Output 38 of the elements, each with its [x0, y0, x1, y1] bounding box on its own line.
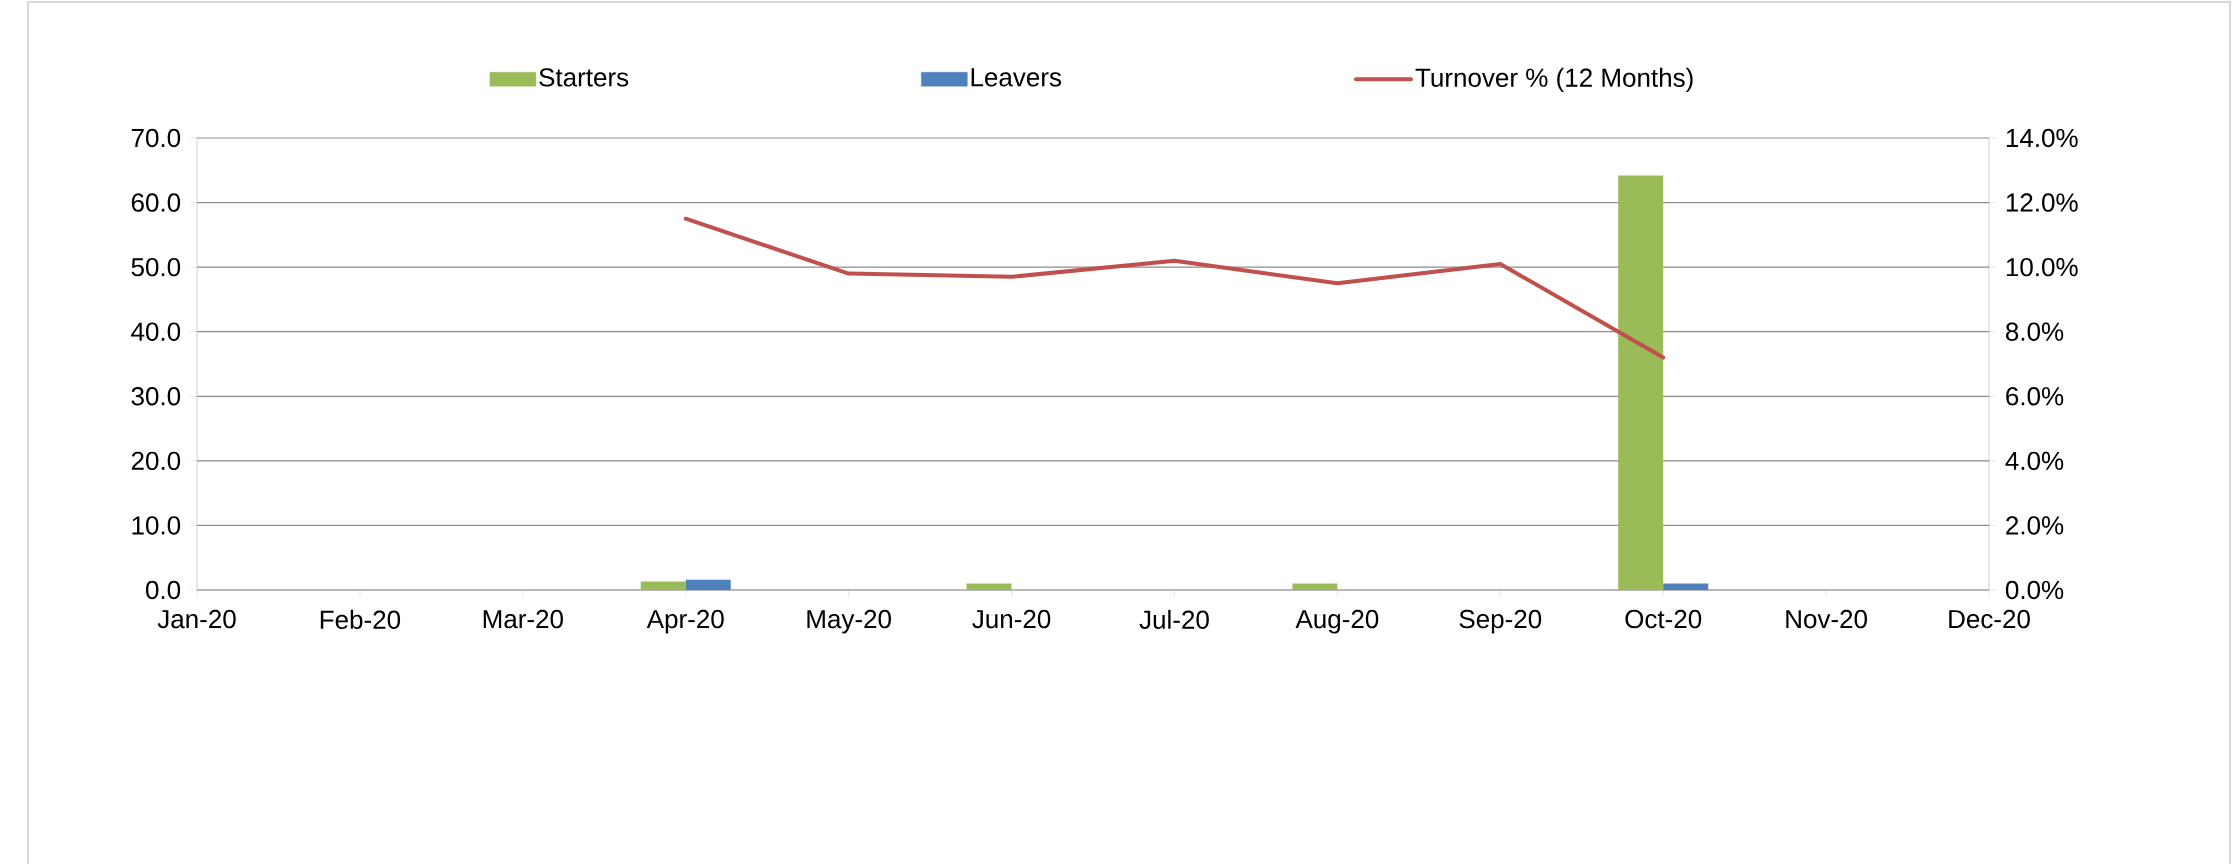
y2-tick-label: 12.0% [2006, 193, 2078, 212]
x-tick-label: Mar-20 [483, 609, 563, 629]
x-tick-label: Jan-20 [157, 609, 236, 629]
x-tick-label: Apr-20 [646, 609, 724, 634]
y-tick-label: 40.0 [131, 322, 181, 341]
x-tick-label: Sep-20 [1459, 609, 1542, 634]
y-tick-label: 20.0 [131, 451, 181, 471]
y2-tick-label: 6.0% [2006, 387, 2064, 406]
x-tick-label: Aug-20 [1295, 609, 1379, 634]
y2-tick-label: 10.0% [2006, 257, 2078, 277]
bar [640, 581, 686, 590]
bar [1663, 583, 1709, 590]
y2-tick-label: 0.0% [2005, 580, 2064, 600]
bar [1292, 583, 1338, 590]
x-tick-label: Jun-20 [972, 609, 1051, 629]
x-tick-label: Nov-20 [1786, 609, 1867, 629]
y2-tick-label: 2.0% [2006, 516, 2064, 535]
y-tick-label: 30.0 [131, 387, 181, 406]
line-series [683, 216, 1666, 360]
x-tick-label: Feb-20 [320, 609, 401, 629]
bar [685, 579, 731, 590]
y-tick-label: 0.0 [146, 580, 181, 600]
legend-label: Starters [539, 68, 629, 87]
x-tick-label: May-20 [807, 609, 891, 634]
x-tick-label: Dec-20 [1949, 609, 2030, 629]
y2-tick-label: 14.0% [2006, 128, 2078, 148]
y2-tick-label: 8.0% [2006, 322, 2064, 341]
x-tick-label: Oct-20 [1625, 609, 1702, 629]
legend-label: Turnover % (12 Months) [1415, 67, 1693, 93]
bar [966, 583, 1012, 590]
y-tick-label: 60.0 [131, 193, 181, 212]
bar [1618, 175, 1664, 590]
y2-tick-label: 4.0% [2005, 451, 2064, 471]
legend-label: Leavers [971, 68, 1062, 87]
y-tick-label: 50.0 [131, 257, 181, 277]
y-tick-label: 10.0 [132, 516, 181, 535]
x-tick-label: Jul-20 [1139, 609, 1209, 629]
y-tick-label: 70.0 [131, 128, 181, 148]
